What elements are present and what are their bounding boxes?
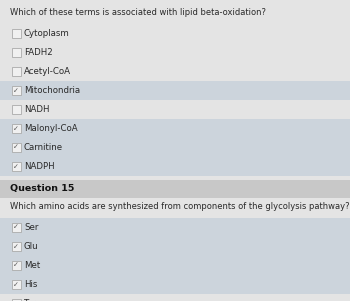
Text: ✓: ✓ [13,88,19,94]
FancyBboxPatch shape [12,29,21,38]
Text: Glu: Glu [24,242,38,251]
Bar [0,256,350,275]
Bar [0,218,350,237]
Text: ✓: ✓ [13,126,19,132]
Text: NADH: NADH [24,105,49,114]
Bar [0,237,350,256]
Text: Cytoplasm: Cytoplasm [24,29,70,38]
Text: Tyr: Tyr [24,299,36,301]
FancyBboxPatch shape [12,162,21,171]
FancyBboxPatch shape [12,124,21,133]
FancyBboxPatch shape [12,280,21,289]
Text: Ser: Ser [24,223,38,232]
Text: Which amino acids are synthesized from components of the glycolysis pathway?: Which amino acids are synthesized from c… [10,202,350,211]
Text: ✓: ✓ [13,225,19,231]
Text: Acetyl-CoA: Acetyl-CoA [24,67,71,76]
FancyBboxPatch shape [12,48,21,57]
FancyBboxPatch shape [12,86,21,95]
FancyBboxPatch shape [12,242,21,251]
FancyBboxPatch shape [12,143,21,152]
Text: ✓: ✓ [13,144,19,150]
Bar [0,180,350,198]
Text: Question 15: Question 15 [10,185,74,194]
Bar [0,275,350,294]
Text: His: His [24,280,37,289]
Text: Mitochondria: Mitochondria [24,86,80,95]
Text: ✓: ✓ [13,262,19,268]
FancyBboxPatch shape [12,299,21,301]
Text: Met: Met [24,261,40,270]
Text: FADH2: FADH2 [24,48,53,57]
Bar [0,157,350,176]
Bar [0,81,350,100]
Bar [0,119,350,138]
Text: ✓: ✓ [13,163,19,169]
Text: Carnitine: Carnitine [24,143,63,152]
Text: NADPH: NADPH [24,162,55,171]
Text: Which of these terms is associated with lipid beta-oxidation?: Which of these terms is associated with … [10,8,266,17]
Text: ✓: ✓ [13,281,19,287]
Text: ✓: ✓ [13,244,19,250]
FancyBboxPatch shape [12,223,21,232]
Text: Malonyl-CoA: Malonyl-CoA [24,124,78,133]
Bar [0,138,350,157]
FancyBboxPatch shape [12,261,21,270]
FancyBboxPatch shape [12,67,21,76]
FancyBboxPatch shape [12,105,21,114]
